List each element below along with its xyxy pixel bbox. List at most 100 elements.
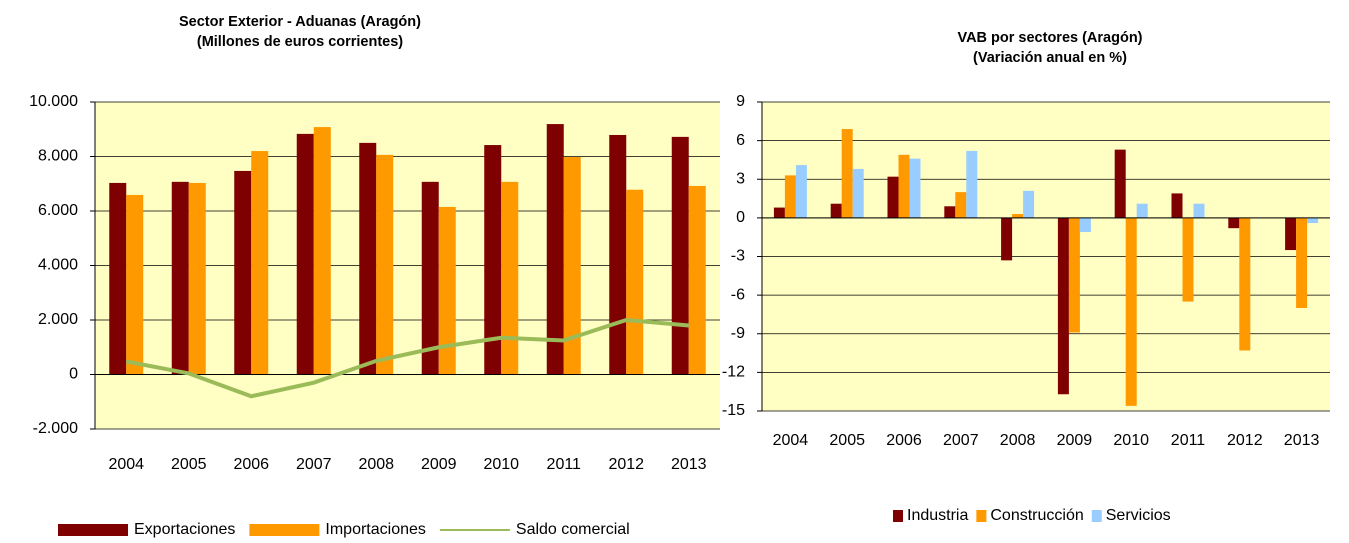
x-tick-label: 2009 [421,456,457,473]
x-tick-label: 2010 [483,456,519,473]
bar [955,192,967,218]
y-tick-label: 2.000 [38,311,78,328]
bar [795,165,807,218]
bar [1057,217,1069,395]
bar [609,134,627,375]
x-tick-label: 2008 [1000,432,1036,449]
x-tick-label: 2006 [886,432,922,449]
bar [944,206,956,218]
x-tick-label: 2004 [773,432,809,449]
bar [1001,217,1013,261]
bar [126,194,144,375]
bar [841,129,853,218]
bar [1136,203,1148,218]
bar [773,207,785,218]
line-series [125,317,689,399]
y-tick-label: 8.000 [38,148,78,165]
bar [234,170,252,375]
bar [852,168,864,218]
y-tick-label: 10.000 [29,93,78,110]
bar [188,182,206,375]
y-tick-label: 4.000 [38,257,78,274]
y-tick-label: -2.000 [33,420,78,437]
y-tick-label: -6 [731,286,745,303]
x-tick-label: 2005 [171,456,207,473]
legend-label: Servicios [1106,507,1171,524]
legend-swatch [58,524,128,536]
y-tick-label: -9 [731,325,745,342]
x-tick-label: 2011 [547,456,582,473]
bar [1125,217,1137,406]
bar [830,203,842,218]
legend-label: Construcción [990,507,1083,524]
bar [1012,214,1024,218]
bar [1296,217,1308,308]
legend-label: Saldo comercial [516,521,630,538]
chart-title: VAB por sectores (Aragón) [957,30,1142,46]
bar [501,181,519,375]
chart-subtitle: (Variación anual en %) [973,50,1127,66]
bar [296,133,314,375]
bar [1307,217,1319,224]
bar [688,185,706,375]
bar [909,158,921,218]
bar [1171,193,1183,218]
legend-label: Industria [907,507,968,524]
bar [887,176,899,218]
legend-swatch [249,524,320,536]
y-tick-label: -3 [731,248,745,265]
x-tick-label: 2010 [1113,432,1149,449]
bar [1068,217,1080,333]
x-tick-label: 2007 [296,456,332,473]
bar [1114,149,1126,218]
legend-swatch [1091,510,1102,522]
bar [359,142,377,375]
chart-subtitle: (Millones de euros corrientes) [197,34,403,50]
bar [1239,217,1251,351]
bar [313,127,331,375]
bar [784,175,796,218]
x-tick-label: 2011 [1171,432,1206,449]
legend-swatch [893,510,903,522]
x-tick-label: 2012 [1227,432,1263,449]
x-tick-label: 2005 [829,432,865,449]
bar [376,154,394,375]
x-tick-label: 2006 [233,456,269,473]
bar [421,181,439,375]
y-tick-label: -15 [722,402,745,419]
y-tick-label: -12 [722,364,745,381]
bar [1023,190,1035,218]
chart-title: Sector Exterior - Aduanas (Aragón) [179,14,421,30]
y-tick-label: 6.000 [38,202,78,219]
x-tick-label: 2013 [1284,432,1320,449]
bar [1285,217,1297,251]
bar [171,181,189,375]
bar [484,145,502,375]
legend-label: Exportaciones [134,521,235,538]
bar [898,154,910,218]
bar [563,157,581,375]
y-tick-label: 6 [736,132,745,149]
x-tick-label: 2008 [358,456,394,473]
x-tick-label: 2007 [943,432,979,449]
bar [1193,203,1205,218]
y-tick-label: 0 [69,366,78,383]
y-tick-label: 0 [736,209,745,226]
bar [1079,217,1091,233]
y-tick-label: 3 [736,170,745,187]
x-tick-label: 2009 [1057,432,1093,449]
bar [109,182,127,375]
x-tick-label: 2013 [671,456,707,473]
legend-label: Importaciones [325,521,426,538]
bar [1228,217,1240,229]
x-tick-label: 2012 [608,456,644,473]
y-tick-label: 9 [736,93,745,110]
bar [546,124,564,375]
bar [251,151,269,375]
bar [966,150,978,218]
legend-swatch [976,510,987,522]
bar [671,136,689,375]
x-tick-label: 2004 [108,456,144,473]
bar [626,189,644,375]
